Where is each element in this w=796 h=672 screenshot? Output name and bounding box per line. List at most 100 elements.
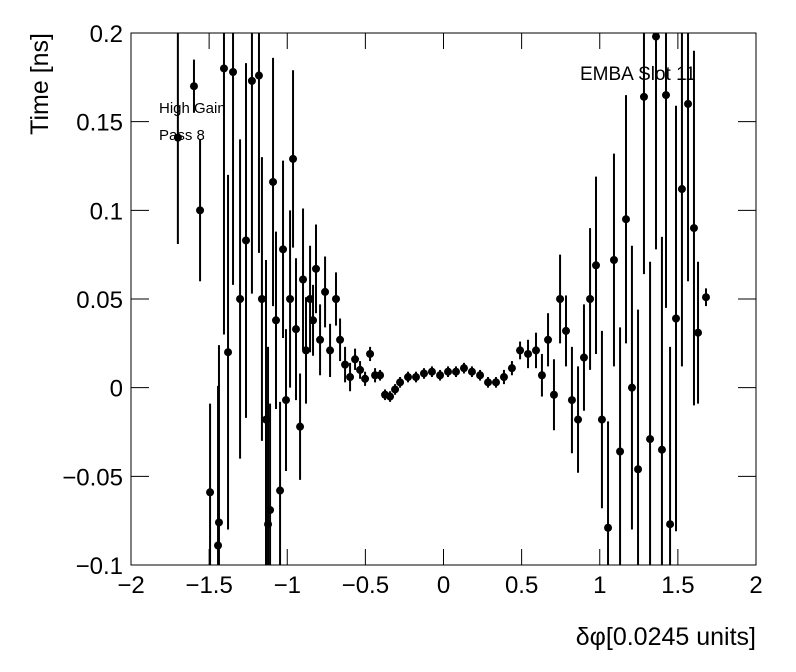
y-tick-label: 0.2 [90,21,123,48]
data-point [326,346,335,355]
data-point [562,326,570,335]
y-tick-label: 0.1 [90,198,123,225]
data-point [282,396,290,405]
data-point [452,367,460,376]
data-point [684,99,693,108]
data-point [639,92,648,101]
y-tick-label: 0.05 [76,287,123,314]
data-point [412,373,420,382]
data-point [702,293,710,302]
data-point [657,445,666,454]
data-point [627,383,636,392]
data-point [276,486,285,495]
data-point [302,346,310,355]
data-point [173,133,182,142]
data-point [492,378,500,387]
data-point [366,349,375,358]
data-point [279,245,288,254]
data-point [376,371,385,380]
data-point [537,371,546,380]
data-point [254,71,263,80]
data-point [484,378,493,387]
data-point [336,335,345,344]
data-point [404,373,413,382]
data-point [532,346,540,355]
x-tick-label: −0.5 [342,572,389,599]
data-point [476,371,485,380]
y-tick-label: −0.05 [62,464,123,491]
data-point [524,349,533,358]
data-point [499,373,508,382]
data-layer [173,33,710,565]
data-point [507,364,516,373]
data-point [436,371,445,380]
data-point [236,295,245,303]
data-point [672,314,680,323]
data-point [609,255,618,264]
data-point [419,369,428,378]
y-tick-label: 0 [110,376,123,403]
data-point [286,295,295,303]
data-point [597,415,606,424]
data-point [206,488,215,497]
data-point [312,264,320,273]
data-point [299,275,308,284]
y-tick-label: 0.15 [76,110,123,137]
data-point [516,346,525,355]
data-point [332,295,340,303]
data-point [544,335,553,344]
data-point [196,206,205,215]
data-point [224,348,233,357]
data-point [444,367,453,376]
data-point [652,33,660,41]
data-point [257,295,266,303]
data-point [309,316,318,325]
data-point [391,385,400,394]
y-tick-label: −0.1 [76,553,123,580]
y-axis-title: Time [ns] [26,33,54,135]
x-axis-title: δφ[0.0245 units] [576,623,756,651]
data-point [459,364,468,373]
data-point [272,316,280,325]
x-tick-label: −2 [117,572,144,599]
data-point [296,422,305,431]
x-tick-label: 0.5 [505,572,538,599]
x-tick-label: 2 [749,572,762,599]
x-tick-label: 1.5 [661,572,694,599]
x-tick-label: 0 [437,572,450,599]
data-point [427,367,436,376]
annotation: High Gain [159,100,226,117]
data-point [351,355,360,364]
annotation: Pass 8 [159,127,205,144]
data-point [269,177,278,186]
annotation: EMBA Slot 11 [580,64,696,85]
data-point [386,392,395,401]
data-point [242,236,250,245]
data-point [689,224,698,233]
data-point [579,353,588,362]
data-point [266,506,275,515]
data-point [341,360,350,369]
data-point [292,325,300,334]
data-point [592,261,600,270]
data-point [219,64,228,73]
data-point [574,415,583,424]
data-point [616,447,625,456]
data-point [556,295,565,303]
data-point [694,328,703,337]
data-point [634,465,643,474]
data-point [646,435,655,444]
data-point [289,154,298,163]
data-point [666,520,675,529]
data-point [662,91,670,100]
data-point [247,76,256,85]
data-point [396,378,405,387]
data-point [467,367,476,376]
data-point [189,82,198,91]
data-point [346,373,355,382]
data-point [356,365,365,374]
x-tick-label: −1 [274,572,301,599]
data-point [321,287,330,296]
data-point [214,518,223,527]
